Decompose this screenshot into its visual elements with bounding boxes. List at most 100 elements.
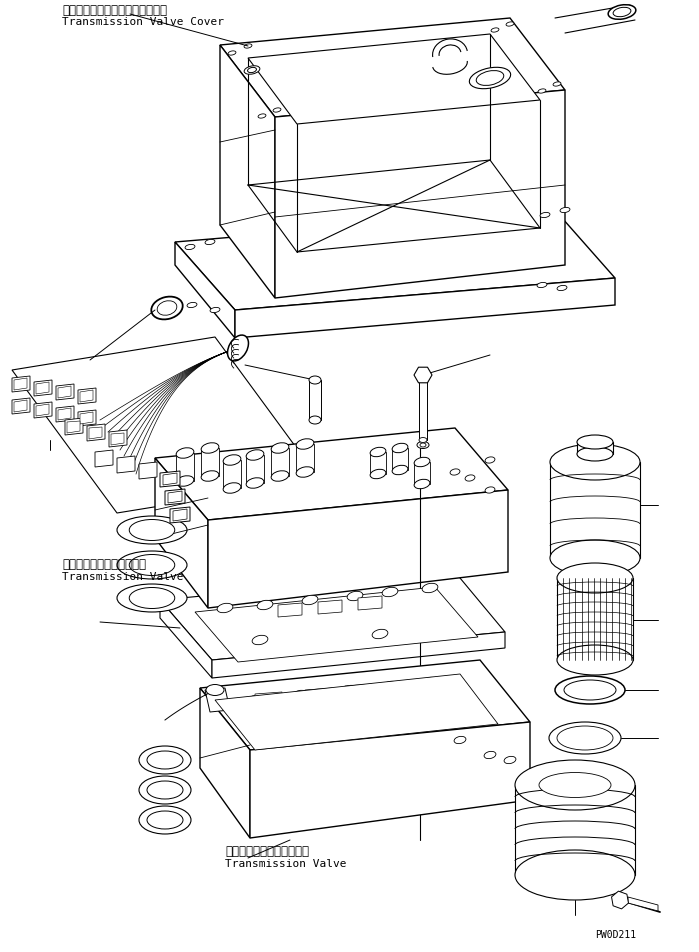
Ellipse shape <box>370 447 386 457</box>
Ellipse shape <box>557 726 613 750</box>
Polygon shape <box>318 600 342 614</box>
Text: Transmission Valve Cover: Transmission Valve Cover <box>62 17 224 27</box>
Ellipse shape <box>129 554 175 576</box>
Ellipse shape <box>422 584 438 593</box>
Ellipse shape <box>577 435 613 449</box>
Polygon shape <box>36 382 49 394</box>
Polygon shape <box>577 442 613 454</box>
Text: トランスミッションバルブ: トランスミッションバルブ <box>62 558 146 571</box>
Text: PW0D211: PW0D211 <box>595 930 636 940</box>
Ellipse shape <box>382 587 398 597</box>
Polygon shape <box>208 490 508 608</box>
Ellipse shape <box>258 114 266 118</box>
Ellipse shape <box>271 470 289 482</box>
Ellipse shape <box>557 645 633 675</box>
Ellipse shape <box>246 478 264 488</box>
Text: Transmission Valve: Transmission Valve <box>225 859 347 869</box>
Polygon shape <box>58 408 71 420</box>
Ellipse shape <box>147 811 183 829</box>
Ellipse shape <box>417 442 429 448</box>
Ellipse shape <box>247 68 257 72</box>
Ellipse shape <box>560 208 570 212</box>
Polygon shape <box>170 507 190 523</box>
Polygon shape <box>139 462 157 479</box>
Polygon shape <box>358 596 382 610</box>
Ellipse shape <box>608 5 636 19</box>
Polygon shape <box>36 404 49 416</box>
Ellipse shape <box>157 301 177 315</box>
Polygon shape <box>419 375 427 440</box>
Polygon shape <box>515 785 635 875</box>
Ellipse shape <box>414 457 430 466</box>
Ellipse shape <box>454 736 466 744</box>
Ellipse shape <box>392 444 408 453</box>
Polygon shape <box>12 398 30 414</box>
Ellipse shape <box>244 66 260 74</box>
Polygon shape <box>200 660 530 750</box>
Ellipse shape <box>296 439 314 449</box>
Ellipse shape <box>147 781 183 799</box>
Ellipse shape <box>247 695 263 704</box>
Ellipse shape <box>139 776 191 804</box>
Ellipse shape <box>217 604 233 613</box>
Ellipse shape <box>577 447 613 461</box>
Ellipse shape <box>539 772 611 798</box>
Polygon shape <box>195 587 478 662</box>
Polygon shape <box>78 388 96 404</box>
Ellipse shape <box>515 850 635 900</box>
Polygon shape <box>14 378 27 390</box>
Polygon shape <box>34 380 52 396</box>
Ellipse shape <box>342 685 358 695</box>
Ellipse shape <box>370 469 386 479</box>
Polygon shape <box>200 688 250 838</box>
Polygon shape <box>56 406 74 422</box>
Ellipse shape <box>302 595 318 605</box>
Ellipse shape <box>205 239 215 245</box>
Polygon shape <box>65 418 83 435</box>
Ellipse shape <box>296 466 314 477</box>
Ellipse shape <box>176 476 194 486</box>
Ellipse shape <box>476 70 504 86</box>
Ellipse shape <box>210 307 220 312</box>
Ellipse shape <box>504 756 516 764</box>
Polygon shape <box>345 684 372 699</box>
Polygon shape <box>305 688 332 703</box>
Polygon shape <box>557 578 633 660</box>
Polygon shape <box>201 448 219 476</box>
Polygon shape <box>89 427 102 439</box>
Ellipse shape <box>392 466 408 475</box>
Polygon shape <box>12 376 30 392</box>
Polygon shape <box>155 428 508 520</box>
Ellipse shape <box>176 447 194 458</box>
Polygon shape <box>248 34 540 124</box>
Ellipse shape <box>139 806 191 834</box>
Ellipse shape <box>484 751 496 759</box>
Ellipse shape <box>187 303 197 307</box>
Polygon shape <box>163 473 177 485</box>
Ellipse shape <box>252 635 268 645</box>
Polygon shape <box>205 688 230 712</box>
Polygon shape <box>246 455 264 483</box>
Ellipse shape <box>491 28 499 32</box>
Ellipse shape <box>422 677 438 686</box>
Polygon shape <box>175 242 235 338</box>
Polygon shape <box>80 412 93 424</box>
Polygon shape <box>175 210 615 310</box>
Polygon shape <box>155 458 208 608</box>
Polygon shape <box>250 722 530 838</box>
Ellipse shape <box>417 369 429 381</box>
Ellipse shape <box>139 746 191 774</box>
Polygon shape <box>296 444 314 472</box>
Polygon shape <box>160 471 180 487</box>
Polygon shape <box>628 897 658 911</box>
Polygon shape <box>550 462 640 558</box>
Ellipse shape <box>201 470 219 482</box>
Ellipse shape <box>557 563 633 593</box>
Ellipse shape <box>420 443 426 447</box>
Ellipse shape <box>540 212 550 218</box>
Polygon shape <box>414 367 432 383</box>
Text: トランスミッションバルブ: トランスミッションバルブ <box>225 845 309 858</box>
Polygon shape <box>255 692 282 707</box>
Text: トランスミッションバルブカバー: トランスミッションバルブカバー <box>62 4 167 17</box>
Ellipse shape <box>555 676 625 704</box>
